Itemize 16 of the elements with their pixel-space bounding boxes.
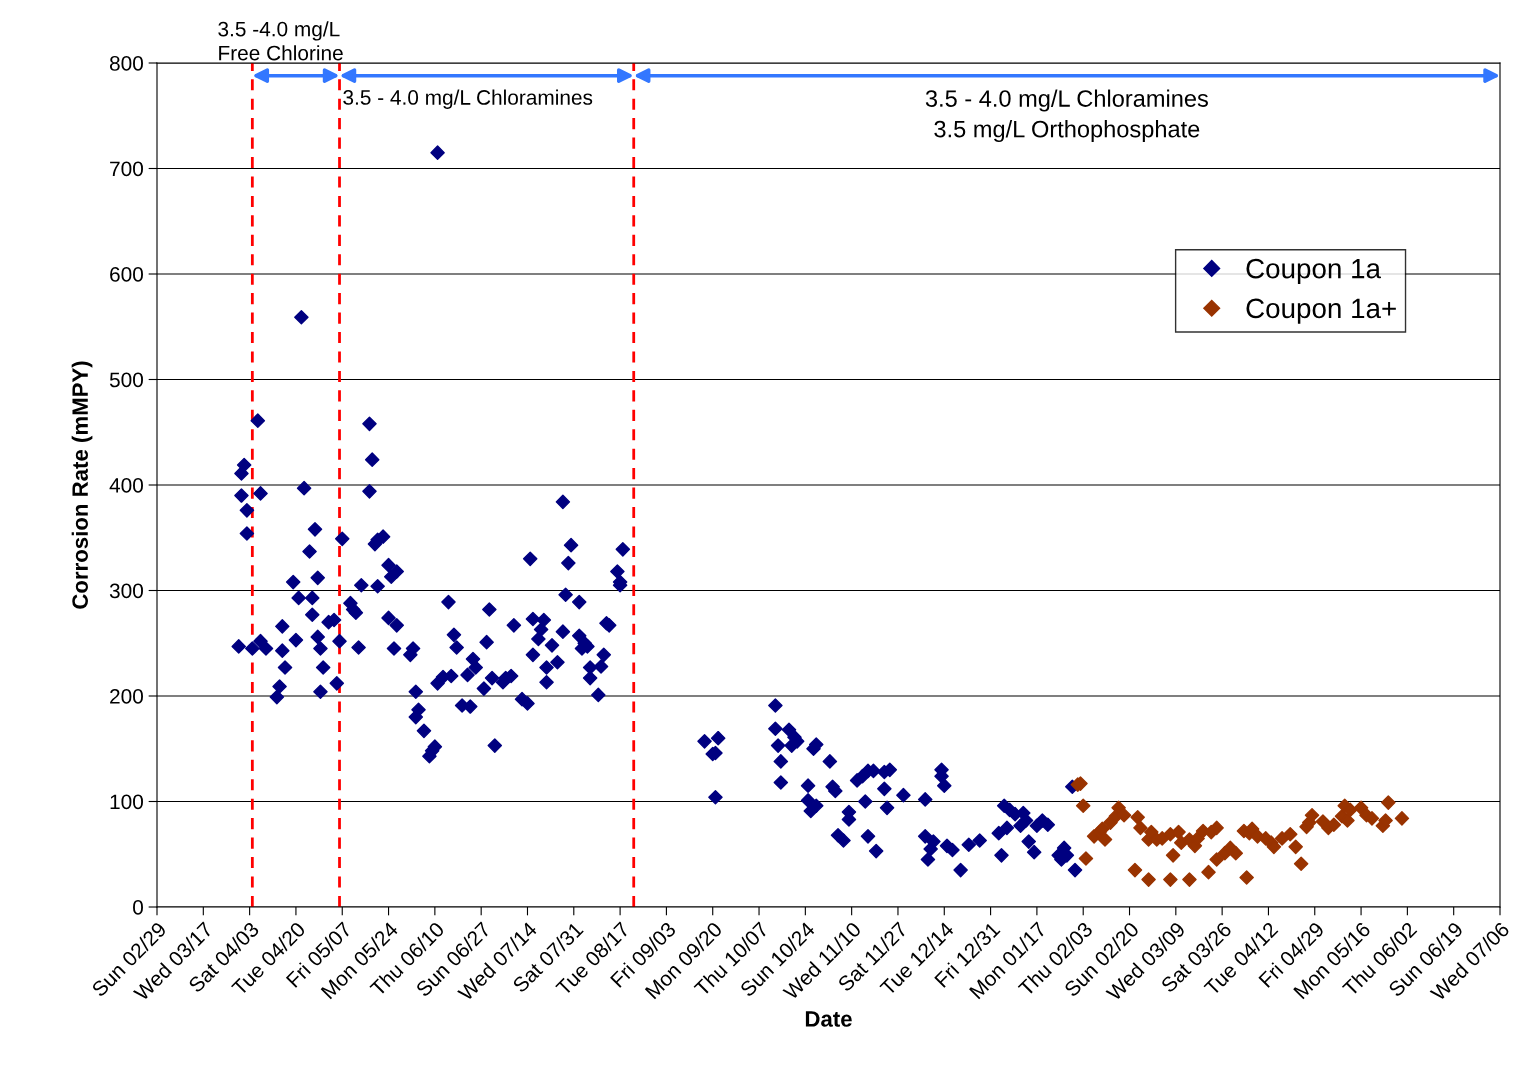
- y-tick-label: 800: [109, 56, 143, 71]
- y-tick-label: 0: [133, 900, 143, 915]
- y-tick-label: 300: [109, 583, 143, 599]
- annotation: 3.5 - 4.0 mg/L Chloramines: [343, 89, 593, 109]
- y-tick-label: 400: [109, 478, 143, 493]
- annotation: 3.5 -4.0 mg/L Free Chlorine: [218, 21, 343, 61]
- annotation: 3.5 - 4.0 mg/L Chloramines 3.5 mg/L Orthophosphate: [925, 89, 1208, 143]
- y-tick-label: 200: [110, 689, 143, 704]
- y-tick-label: 100: [110, 794, 143, 810]
- legend-label: Coupon 1a: [1246, 258, 1381, 284]
- x-axis-title: Date: [805, 1011, 852, 1027]
- y-tick-label: 700: [110, 161, 143, 177]
- y-axis-title: Corrosion Rate (mMPY): [71, 361, 93, 609]
- y-tick-label: 500: [109, 372, 143, 388]
- legend-label: Coupon 1a+: [1246, 298, 1396, 324]
- y-tick-label: 600: [110, 267, 143, 282]
